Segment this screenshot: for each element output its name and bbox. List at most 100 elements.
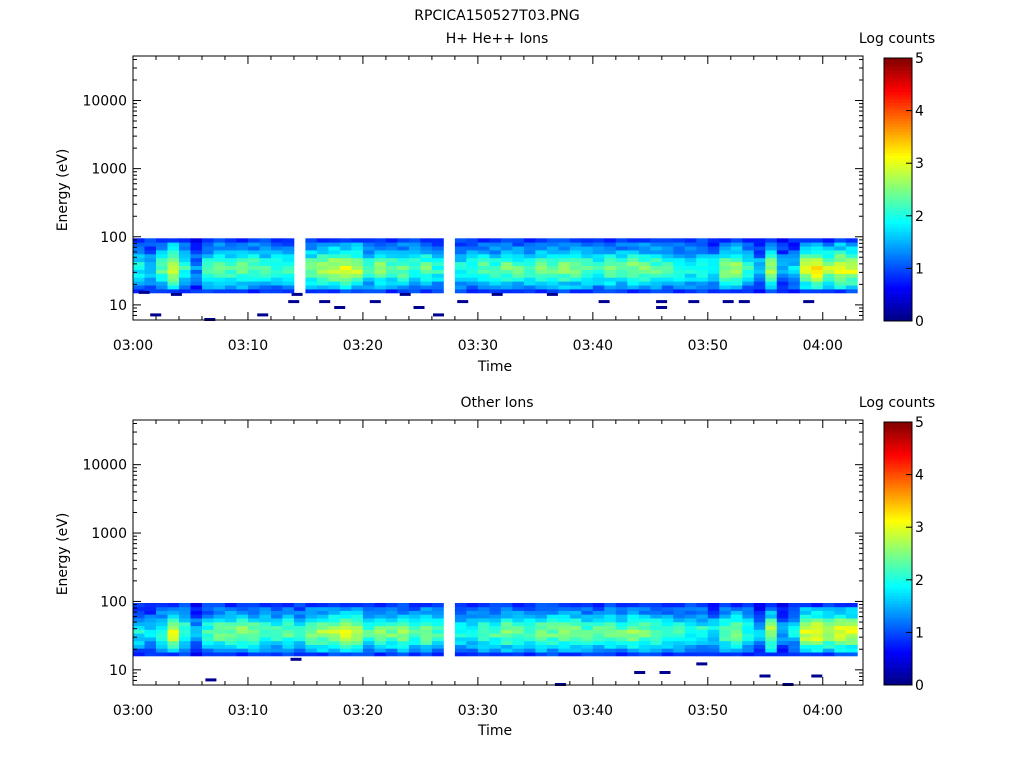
heatmap-cell xyxy=(454,610,467,615)
heatmap-cell xyxy=(627,621,640,627)
heatmap-cell xyxy=(397,629,410,634)
heatmap-cell xyxy=(144,265,157,270)
heatmap-cell xyxy=(156,257,168,263)
heatmap-cell xyxy=(385,640,398,645)
heatmap-cell xyxy=(811,289,824,294)
heatmap-cell xyxy=(328,644,341,649)
heatmap-cell xyxy=(742,614,755,619)
heatmap-cell xyxy=(592,652,605,657)
heatmap-cell xyxy=(719,648,732,653)
heatmap-cell xyxy=(282,618,295,623)
heatmap-cell xyxy=(167,253,180,259)
heatmap-cell xyxy=(546,281,559,286)
heatmap-cell xyxy=(558,289,571,294)
heatmap-cell xyxy=(431,269,444,274)
heatmap-cell xyxy=(213,652,226,657)
heatmap-cell xyxy=(615,648,628,653)
heatmap-cell xyxy=(225,614,237,619)
heatmap-cell xyxy=(351,637,364,642)
heatmap-cell xyxy=(339,640,352,645)
heatmap-cell xyxy=(466,246,479,251)
heatmap-cell xyxy=(765,273,778,278)
heatmap-cell xyxy=(500,273,513,278)
heatmap-cell xyxy=(248,250,260,255)
heatmap-cell xyxy=(156,625,168,630)
heatmap-cell xyxy=(742,281,755,286)
heatmap-cell xyxy=(431,246,444,251)
x-tick-label: 03:30 xyxy=(458,338,498,354)
heatmap-cell xyxy=(719,277,732,282)
heatmap-cell xyxy=(248,648,260,653)
heatmap-cell xyxy=(408,250,421,255)
heatmap-cell xyxy=(144,285,157,290)
colorbar-segment xyxy=(884,299,912,303)
heatmap-cell xyxy=(535,238,548,243)
colorbar-tick-label: 4 xyxy=(915,468,924,484)
heatmap-cell xyxy=(248,246,260,251)
heatmap-cell xyxy=(454,640,467,645)
heatmap-cell xyxy=(730,257,743,263)
heatmap-cell xyxy=(271,257,283,263)
heatmap-cell xyxy=(753,281,766,286)
heatmap-cell xyxy=(339,625,352,630)
heatmap-cell xyxy=(316,614,329,619)
colorbar-segment xyxy=(884,624,912,628)
heatmap-cell xyxy=(328,257,341,263)
heatmap-cell xyxy=(523,633,536,638)
heatmap-cell xyxy=(523,253,536,259)
colorbar-segment xyxy=(884,435,912,439)
y-tick-label: 10000 xyxy=(82,94,127,110)
heatmap-cell xyxy=(339,242,352,247)
heatmap-cell xyxy=(328,265,341,270)
heatmap-cell xyxy=(477,246,490,251)
heatmap-cell xyxy=(546,269,559,274)
heatmap-cell xyxy=(615,629,628,634)
heatmap-cell xyxy=(569,289,582,294)
heatmap-cell xyxy=(512,652,525,657)
heatmap-cell xyxy=(489,621,502,627)
heatmap-cell xyxy=(696,257,709,263)
heatmap-cell xyxy=(156,277,168,282)
heatmap-cell xyxy=(454,269,467,274)
x-tick-label: 03:10 xyxy=(228,338,268,354)
heatmap-cell xyxy=(684,265,697,270)
heatmap-cell xyxy=(684,273,697,278)
heatmap-cell xyxy=(374,637,387,642)
heatmap-cell xyxy=(248,277,260,282)
heatmap-cell xyxy=(650,277,663,282)
heatmap-cell xyxy=(466,269,479,274)
colorbar-segment xyxy=(884,278,912,282)
heatmap-cell xyxy=(167,606,180,611)
heatmap-cell xyxy=(546,238,559,243)
heatmap-cell xyxy=(638,246,651,251)
heatmap-cell xyxy=(466,621,479,627)
y-tick-label: 10 xyxy=(109,298,127,314)
heatmap-cell xyxy=(696,289,709,294)
heatmap-cell xyxy=(753,606,766,611)
heatmap-cell xyxy=(271,644,283,649)
heatmap-cell xyxy=(822,277,835,282)
heatmap-cell xyxy=(719,273,732,278)
heatmap-cell xyxy=(834,265,847,270)
heatmap-cell xyxy=(730,242,743,247)
heatmap-cell xyxy=(477,606,490,611)
colorbar-segment xyxy=(884,113,912,117)
heatmap-cell xyxy=(673,610,686,615)
heatmap-cell xyxy=(673,277,686,282)
heatmap-cell xyxy=(144,273,157,278)
heatmap-cell xyxy=(776,242,789,247)
heatmap-cell xyxy=(615,614,628,619)
heatmap-cell xyxy=(282,629,295,634)
heatmap-cell xyxy=(558,640,571,645)
heatmap-cell xyxy=(144,289,157,294)
heatmap-cell xyxy=(535,618,548,623)
heatmap-cell xyxy=(408,285,421,290)
heatmap-cell xyxy=(477,242,490,247)
heatmap-cell xyxy=(316,648,329,653)
heatmap-cell xyxy=(834,614,847,619)
heatmap-cell xyxy=(259,257,272,263)
heatmap-cell xyxy=(167,250,180,255)
heatmap-cell xyxy=(362,246,375,251)
heatmap-cell xyxy=(351,246,364,251)
heatmap-cell xyxy=(673,606,686,611)
